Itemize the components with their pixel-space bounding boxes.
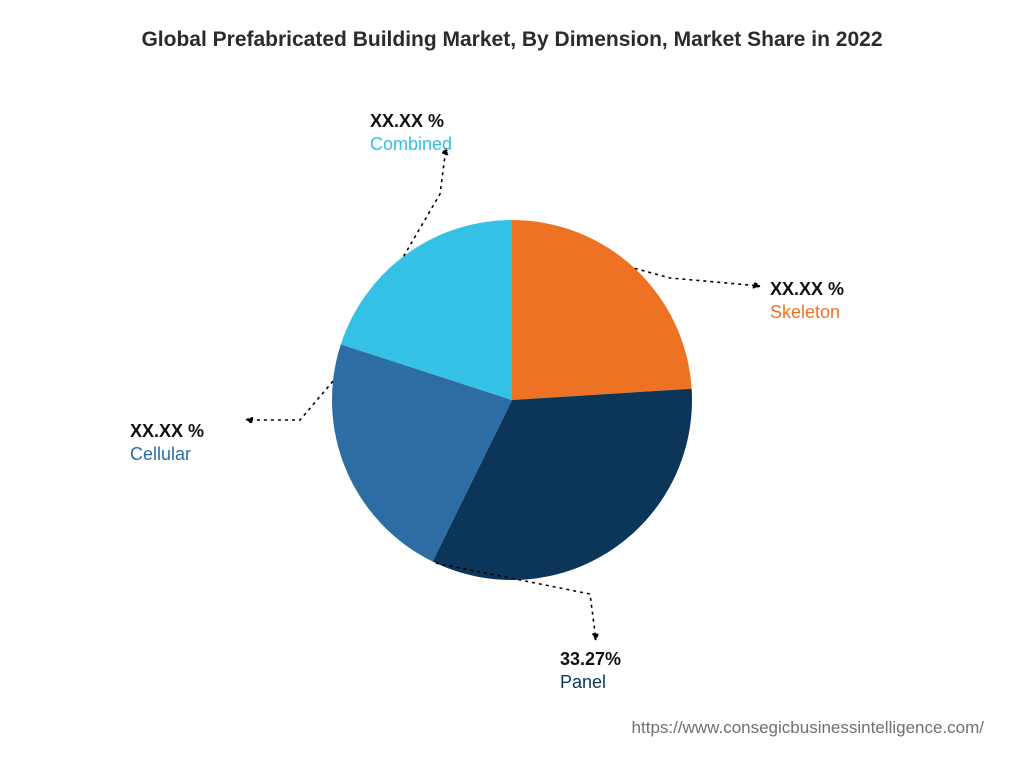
leader-arrow-panel [592, 633, 598, 640]
leader-arrow-cellular [246, 417, 252, 423]
pct-cellular: XX.XX % [130, 420, 204, 443]
pie-chart [332, 220, 692, 580]
name-cellular: Cellular [130, 443, 204, 466]
slice-skeleton [512, 220, 692, 400]
name-combined: Combined [370, 133, 452, 156]
chart-title: Global Prefabricated Building Market, By… [0, 28, 1024, 52]
pct-skeleton: XX.XX % [770, 278, 844, 301]
leader-cellular [246, 381, 333, 420]
slice-label-combined: XX.XX % Combined [370, 110, 452, 155]
slice-label-cellular: XX.XX % Cellular [130, 420, 204, 465]
pct-panel: 33.27% [560, 648, 621, 671]
leader-arrow-skeleton [753, 282, 760, 288]
name-skeleton: Skeleton [770, 301, 844, 324]
slice-label-skeleton: XX.XX % Skeleton [770, 278, 844, 323]
slice-label-panel: 33.27% Panel [560, 648, 621, 693]
name-panel: Panel [560, 671, 621, 694]
source-footer: https://www.consegicbusinessintelligence… [632, 718, 984, 738]
pct-combined: XX.XX % [370, 110, 452, 133]
